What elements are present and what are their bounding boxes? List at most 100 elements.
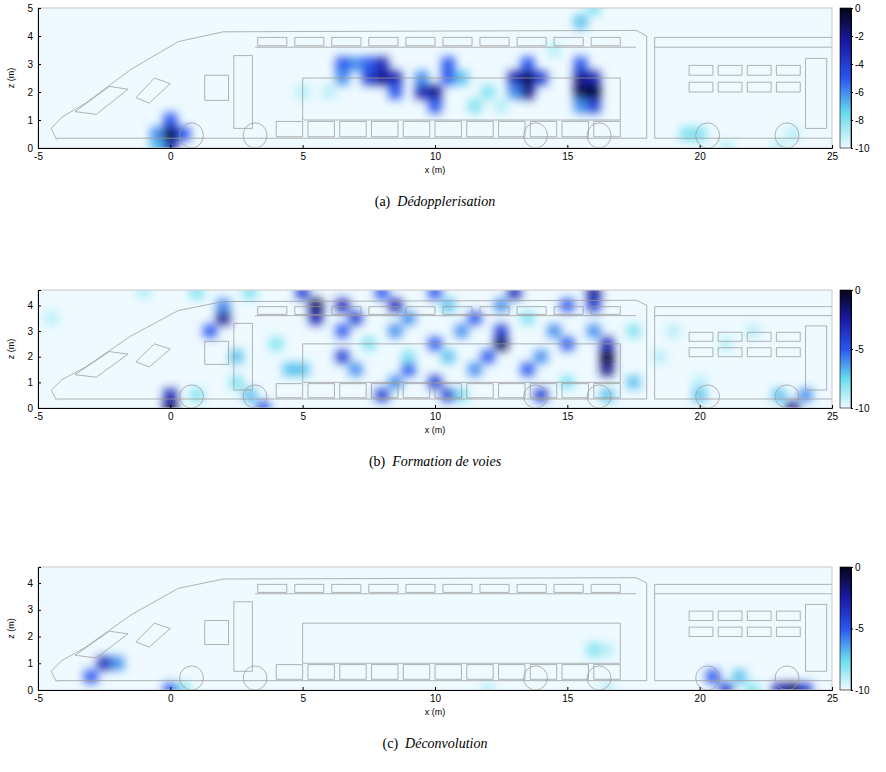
colorbar-tick: 0 [851, 285, 861, 296]
x-tick-label: 10 [430, 411, 442, 422]
cell [336, 57, 349, 71]
y-axis: 012345 [27, 3, 41, 154]
train-outline [655, 593, 832, 594]
y-tick-mark [38, 637, 41, 638]
train-outline [806, 326, 827, 390]
y-tick: 0 [27, 685, 41, 696]
x-tick-label: 10 [430, 693, 442, 704]
cell [468, 363, 481, 376]
train-outline [51, 578, 647, 682]
x-tick: 20 [695, 145, 707, 162]
x-tick-label: 25 [827, 151, 839, 162]
train-outline [480, 307, 509, 315]
train-outline [655, 584, 832, 680]
train-outline [258, 307, 287, 315]
train-wheel [696, 385, 720, 408]
cell [230, 376, 243, 389]
train-outline [255, 47, 636, 48]
panel-label: (b) [369, 454, 386, 470]
train-outline [435, 121, 461, 136]
colorbar-tick-mark [851, 36, 853, 37]
cell [137, 290, 150, 299]
cell [442, 350, 455, 363]
train-outline [655, 399, 832, 400]
train-outline [718, 627, 742, 636]
train-outline [480, 37, 509, 45]
cell [230, 350, 243, 363]
colorbar [840, 290, 851, 408]
cell [600, 643, 613, 656]
y-tick-label: 1 [27, 377, 33, 388]
panel-label: (a) [375, 194, 391, 210]
cell [574, 57, 587, 71]
train-outline [718, 332, 742, 341]
y-tick-label: 2 [27, 87, 33, 98]
cell [190, 290, 203, 299]
cell [693, 376, 706, 389]
y-tick: 2 [27, 631, 41, 642]
colorbar-tick: -10 [851, 143, 870, 154]
cell [521, 57, 534, 71]
y-tick-label: 0 [27, 403, 33, 414]
train-outline [591, 37, 620, 45]
train-outline [303, 623, 621, 663]
x-tick-label: 0 [168, 151, 174, 162]
cell [627, 376, 640, 389]
y-tick-mark [38, 663, 41, 664]
train-wheel [180, 666, 204, 690]
cell [349, 57, 362, 71]
plot-background [38, 567, 832, 690]
train-outline [369, 584, 398, 592]
x-tick: 0 [168, 405, 174, 422]
train-outline [747, 332, 771, 341]
cell [84, 670, 97, 683]
train-outline [205, 620, 229, 644]
x-tick-label: -5 [34, 411, 43, 422]
x-tick-label: -5 [34, 693, 43, 704]
x-tick-label: 10 [430, 151, 442, 162]
panel: -50510152025x (m)012345z (m)0-2-4-6-8-10… [6, 1, 870, 210]
train-wheel [587, 666, 611, 690]
train-outline [435, 665, 461, 680]
x-tick-label: 0 [168, 693, 174, 704]
train [51, 300, 832, 408]
colorbar-axis: 0-2-4-6-8-10 [851, 3, 870, 154]
train-outline [276, 384, 302, 398]
y-tick-mark [38, 690, 41, 691]
train-outline [136, 78, 170, 103]
x-axis: -50510152025 [34, 687, 838, 704]
x-tick-mark [700, 687, 701, 690]
train-wheel [587, 123, 611, 148]
train-outline [594, 384, 620, 398]
y-tick-mark [38, 610, 41, 611]
train-outline [51, 30, 647, 139]
cell [203, 325, 216, 338]
x-tick-mark [700, 145, 701, 148]
cell [243, 290, 256, 299]
colorbar-tick-mark [851, 629, 853, 630]
train-outline [443, 37, 472, 45]
cell [402, 350, 415, 363]
cell [733, 670, 746, 683]
y-tick-label: 0 [27, 685, 33, 696]
train-outline [255, 315, 636, 316]
train-outline [718, 82, 742, 92]
cell [349, 312, 362, 325]
cell [720, 337, 733, 350]
y-tick-mark [38, 92, 41, 93]
y-axis: 01234 [27, 568, 41, 696]
cells [150, 8, 798, 148]
train-outline [655, 47, 832, 48]
cell [442, 389, 455, 402]
cell [746, 325, 759, 338]
x-tick-mark [567, 405, 568, 408]
colorbar-tick-label: -4 [855, 59, 864, 70]
colorbar-tick: -5 [851, 344, 864, 355]
x-tick: 15 [562, 405, 574, 422]
x-tick: 5 [300, 687, 306, 704]
train-outline [406, 584, 435, 592]
train [51, 30, 832, 148]
x-tick-mark [435, 687, 436, 690]
cell [587, 85, 600, 99]
y-tick: 2 [27, 351, 41, 362]
